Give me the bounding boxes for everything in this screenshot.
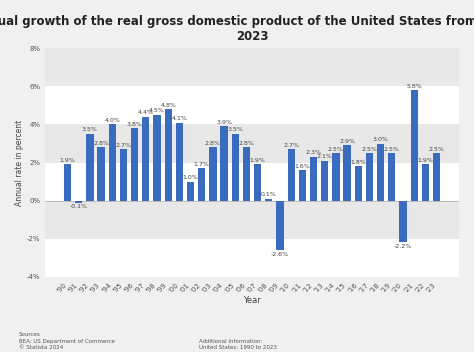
Text: 2.7%: 2.7%: [116, 143, 131, 148]
Text: 1.0%: 1.0%: [182, 175, 199, 180]
Y-axis label: Annual rate in percent: Annual rate in percent: [15, 119, 24, 206]
Bar: [45, 86, 459, 125]
Bar: [276, 201, 283, 250]
Bar: [288, 149, 295, 201]
Bar: [64, 164, 71, 201]
Bar: [154, 115, 161, 201]
Text: Sources
BEA: US Department of Commerce
© Statista 2024: Sources BEA: US Department of Commerce ©…: [19, 332, 115, 350]
Text: 2.5%: 2.5%: [328, 146, 344, 151]
Text: 1.9%: 1.9%: [250, 158, 265, 163]
Text: -2.6%: -2.6%: [271, 252, 289, 257]
Text: 4.1%: 4.1%: [172, 116, 187, 121]
Bar: [377, 144, 384, 201]
Text: 2.8%: 2.8%: [205, 141, 221, 146]
Text: 4.0%: 4.0%: [104, 118, 120, 123]
Bar: [45, 201, 459, 239]
Bar: [243, 147, 250, 201]
Text: 2.3%: 2.3%: [306, 150, 321, 155]
Bar: [198, 168, 205, 201]
Text: 2.5%: 2.5%: [362, 146, 377, 151]
Bar: [75, 201, 82, 202]
Text: 3.5%: 3.5%: [228, 127, 243, 132]
Bar: [310, 157, 317, 201]
Bar: [433, 153, 440, 201]
Text: 3.0%: 3.0%: [373, 137, 389, 142]
Bar: [142, 117, 149, 201]
Text: 2.5%: 2.5%: [428, 146, 445, 151]
Text: 0.1%: 0.1%: [261, 192, 277, 197]
Text: 5.8%: 5.8%: [406, 84, 422, 89]
Bar: [86, 134, 93, 201]
Bar: [120, 149, 127, 201]
Text: 4.8%: 4.8%: [160, 103, 176, 108]
Bar: [332, 153, 339, 201]
Text: 3.5%: 3.5%: [82, 127, 98, 132]
Text: -0.1%: -0.1%: [70, 204, 88, 209]
Text: 1.9%: 1.9%: [418, 158, 433, 163]
Bar: [299, 170, 306, 201]
Bar: [45, 125, 459, 163]
Bar: [254, 164, 261, 201]
Bar: [109, 125, 116, 201]
Text: 4.4%: 4.4%: [138, 110, 154, 115]
Bar: [232, 134, 239, 201]
Text: 2.1%: 2.1%: [317, 154, 333, 159]
Text: 2.8%: 2.8%: [238, 141, 255, 146]
Bar: [321, 161, 328, 201]
Bar: [131, 128, 138, 201]
Title: Annual growth of the real gross domestic product of the United States from 1990 : Annual growth of the real gross domestic…: [0, 15, 474, 43]
Bar: [400, 201, 407, 243]
Text: 3.9%: 3.9%: [216, 120, 232, 125]
Bar: [98, 147, 105, 201]
Text: -2.2%: -2.2%: [394, 244, 412, 249]
Bar: [355, 166, 362, 201]
Text: 3.8%: 3.8%: [127, 122, 143, 127]
Bar: [187, 182, 194, 201]
Text: 2.5%: 2.5%: [384, 146, 400, 151]
Text: 1.9%: 1.9%: [60, 158, 75, 163]
Bar: [45, 163, 459, 201]
Bar: [344, 145, 351, 201]
Bar: [422, 164, 429, 201]
Text: 1.6%: 1.6%: [294, 164, 310, 169]
Bar: [164, 109, 172, 201]
Text: 2.8%: 2.8%: [93, 141, 109, 146]
Bar: [220, 126, 228, 201]
Text: Additional Information:
United States: 1990 to 2023: Additional Information: United States: 1…: [199, 339, 277, 350]
X-axis label: Year: Year: [243, 296, 261, 305]
Bar: [210, 147, 217, 201]
Bar: [45, 239, 459, 277]
Text: 1.7%: 1.7%: [194, 162, 210, 167]
Bar: [265, 199, 273, 201]
Text: 1.8%: 1.8%: [350, 160, 366, 165]
Bar: [410, 90, 418, 201]
Bar: [45, 48, 459, 86]
Bar: [176, 122, 183, 201]
Bar: [388, 153, 395, 201]
Text: 2.7%: 2.7%: [283, 143, 299, 148]
Bar: [366, 153, 373, 201]
Text: 4.5%: 4.5%: [149, 108, 165, 113]
Text: 2.9%: 2.9%: [339, 139, 355, 144]
